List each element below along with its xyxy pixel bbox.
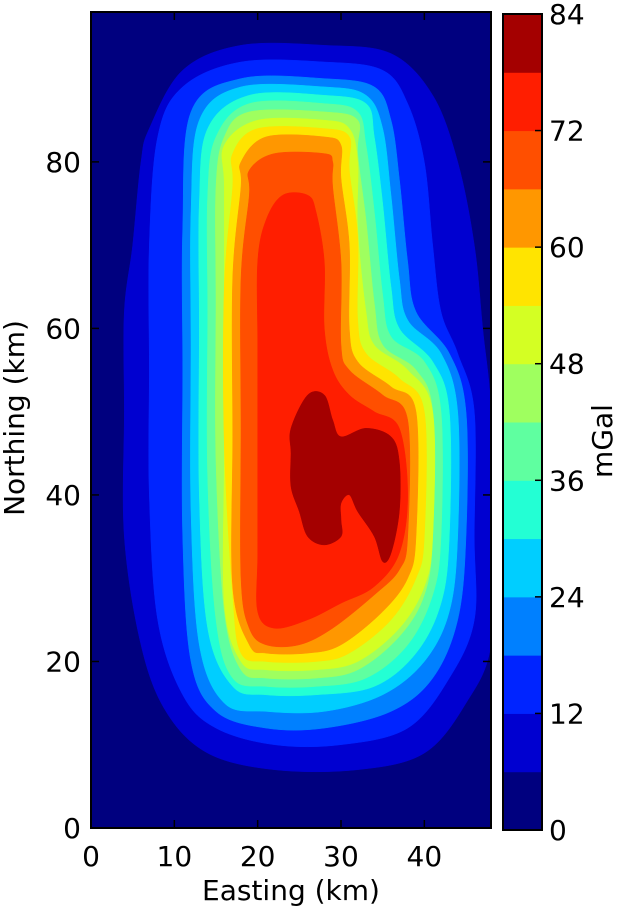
y-tick-label: 40 [45,479,81,512]
y-tick-label: 80 [45,146,81,179]
colorbar-band [503,130,542,190]
plot-frame [90,11,492,829]
y-axis: 0 20 40 60 80 [45,146,491,845]
y-tick-label: 20 [45,645,81,678]
colorbar-tick-label: 36 [549,464,585,497]
colorbar-tick-label: 24 [549,581,585,614]
colorbar-band [503,422,542,481]
colorbar-tick-label: 48 [549,348,585,381]
colorbar-frame [502,13,543,831]
colorbar-band [503,305,542,365]
colorbar-band [503,14,542,73]
x-tick-label: 10 [157,840,193,873]
colorbar-band [503,188,542,248]
y-tick-label: 60 [45,312,81,345]
y-axis-title: Northing (km) [0,320,31,516]
plot-area [90,11,492,829]
colorbar-band [503,72,542,132]
x-tick-label: 20 [240,840,276,873]
x-tick-label: 0 [82,840,100,873]
colorbar-ticks: 0 12 24 36 48 60 72 84 [535,0,585,847]
colorbar-band [503,247,542,306]
x-tick-label: 30 [323,840,359,873]
colorbar: 0 12 24 36 48 60 72 84 mGal [502,0,619,847]
y-tick-label: 0 [63,812,81,845]
contour-band-78 [289,391,401,563]
colorbar-band [503,480,542,540]
colorbar-tick-label: 0 [549,814,567,847]
x-tick-label: 40 [407,840,443,873]
colorbar-band [503,538,542,598]
colorbar-band [503,596,542,656]
colorbar-tick-label: 12 [549,697,585,730]
colorbar-band [503,655,542,714]
colorbar-tick-label: 84 [549,0,585,31]
colorbar-band [503,363,542,423]
x-axis: 0 10 20 30 40 [82,12,442,873]
colorbar-bands [503,14,542,831]
colorbar-tick-label: 60 [549,231,585,264]
colorbar-band [503,713,542,773]
colorbar-label: mGal [586,404,619,478]
colorbar-tick-label: 72 [549,115,585,148]
x-axis-title: Easting (km) [202,874,380,907]
contour-layer [122,42,491,773]
colorbar-band [503,771,542,831]
